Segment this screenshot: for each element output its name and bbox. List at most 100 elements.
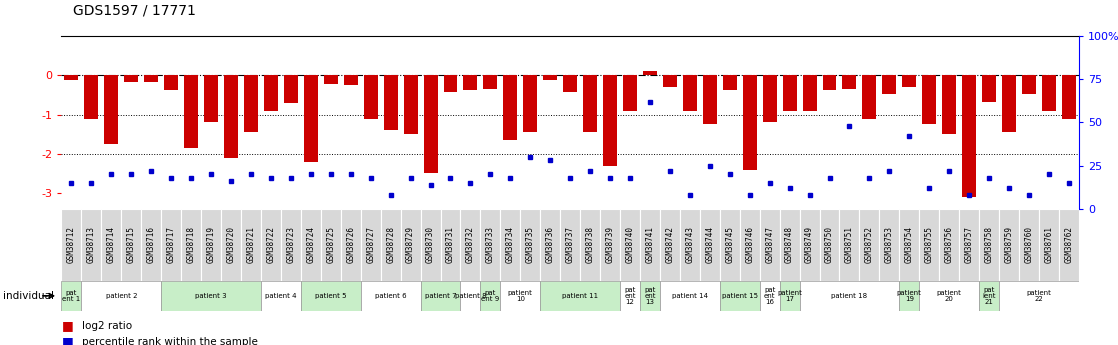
- Bar: [501, 209, 520, 281]
- Text: pat
ent 1: pat ent 1: [63, 290, 80, 302]
- Text: GSM38732: GSM38732: [466, 226, 475, 264]
- Bar: [982, 76, 996, 102]
- Text: GSM38745: GSM38745: [726, 226, 735, 264]
- Bar: [600, 209, 620, 281]
- Text: GSM38749: GSM38749: [805, 226, 814, 264]
- Bar: [623, 76, 637, 111]
- Bar: [281, 209, 301, 281]
- Bar: [221, 209, 241, 281]
- Bar: [461, 209, 481, 281]
- Bar: [184, 76, 198, 148]
- Bar: [361, 281, 420, 310]
- Text: patient
10: patient 10: [508, 290, 533, 302]
- Bar: [383, 76, 398, 130]
- Text: GSM38759: GSM38759: [1005, 226, 1014, 264]
- Bar: [301, 281, 361, 310]
- Bar: [620, 209, 639, 281]
- Bar: [260, 209, 281, 281]
- Bar: [1002, 76, 1016, 132]
- Bar: [760, 209, 779, 281]
- Text: patient 14: patient 14: [672, 293, 708, 299]
- Bar: [141, 209, 161, 281]
- Bar: [501, 281, 540, 310]
- Bar: [760, 281, 779, 310]
- Text: GSM38742: GSM38742: [665, 226, 674, 264]
- Text: GSM38728: GSM38728: [386, 226, 395, 264]
- Text: patient 8: patient 8: [455, 293, 486, 299]
- Bar: [61, 209, 82, 281]
- Text: GSM38746: GSM38746: [746, 226, 755, 264]
- Text: patient 15: patient 15: [722, 293, 758, 299]
- Text: GSM38751: GSM38751: [845, 226, 854, 264]
- Bar: [660, 281, 720, 310]
- Text: GSM38734: GSM38734: [505, 226, 514, 264]
- Bar: [639, 281, 660, 310]
- Bar: [819, 209, 840, 281]
- Text: GSM38719: GSM38719: [207, 226, 216, 264]
- Text: GSM38721: GSM38721: [246, 226, 256, 264]
- Bar: [324, 76, 338, 84]
- Bar: [440, 209, 461, 281]
- Text: GSM38718: GSM38718: [187, 226, 196, 264]
- Text: GSM38713: GSM38713: [87, 226, 96, 264]
- Bar: [680, 209, 700, 281]
- Text: GSM38733: GSM38733: [486, 226, 495, 264]
- Text: patient 3: patient 3: [196, 293, 227, 299]
- Text: GSM38714: GSM38714: [107, 226, 116, 264]
- Bar: [301, 209, 321, 281]
- Bar: [700, 209, 720, 281]
- Text: GSM38736: GSM38736: [546, 226, 555, 264]
- Bar: [481, 281, 501, 310]
- Text: GSM38760: GSM38760: [1024, 226, 1033, 264]
- Bar: [481, 209, 501, 281]
- Text: GSM38739: GSM38739: [606, 226, 615, 264]
- Text: patient
22: patient 22: [1026, 290, 1051, 302]
- Text: GSM38735: GSM38735: [525, 226, 534, 264]
- Bar: [963, 76, 976, 197]
- Text: pat
ent
12: pat ent 12: [624, 287, 636, 305]
- Bar: [783, 76, 797, 111]
- Bar: [520, 209, 540, 281]
- Bar: [361, 209, 380, 281]
- Text: GSM38722: GSM38722: [266, 226, 275, 264]
- Bar: [663, 76, 676, 87]
- Bar: [543, 76, 557, 80]
- Bar: [899, 281, 919, 310]
- Text: GSM38730: GSM38730: [426, 226, 435, 264]
- Bar: [144, 76, 159, 82]
- Text: patient
20: patient 20: [937, 290, 961, 302]
- Text: GSM38743: GSM38743: [685, 226, 694, 264]
- Bar: [181, 209, 201, 281]
- Bar: [104, 76, 119, 144]
- Text: GSM38753: GSM38753: [884, 226, 894, 264]
- Text: GSM38717: GSM38717: [167, 226, 176, 264]
- Bar: [639, 209, 660, 281]
- Text: patient 7: patient 7: [425, 293, 456, 299]
- Bar: [919, 281, 979, 310]
- Bar: [862, 76, 877, 119]
- Bar: [762, 76, 777, 122]
- Bar: [205, 76, 218, 122]
- Text: patient 2: patient 2: [105, 293, 138, 299]
- Bar: [882, 76, 897, 94]
- Bar: [483, 76, 498, 89]
- Bar: [503, 76, 518, 140]
- Bar: [840, 209, 860, 281]
- Bar: [161, 281, 260, 310]
- Text: GSM38726: GSM38726: [347, 226, 356, 264]
- Bar: [260, 281, 301, 310]
- Bar: [799, 281, 899, 310]
- Text: percentile rank within the sample: percentile rank within the sample: [82, 337, 257, 345]
- Bar: [1018, 209, 1039, 281]
- Text: GSM38729: GSM38729: [406, 226, 415, 264]
- Bar: [999, 281, 1079, 310]
- Text: GSM38761: GSM38761: [1044, 226, 1053, 264]
- Bar: [284, 76, 297, 103]
- Bar: [420, 281, 461, 310]
- Bar: [799, 209, 819, 281]
- Bar: [1042, 76, 1055, 111]
- Bar: [61, 281, 82, 310]
- Bar: [584, 76, 597, 132]
- Bar: [563, 76, 577, 92]
- Bar: [740, 209, 760, 281]
